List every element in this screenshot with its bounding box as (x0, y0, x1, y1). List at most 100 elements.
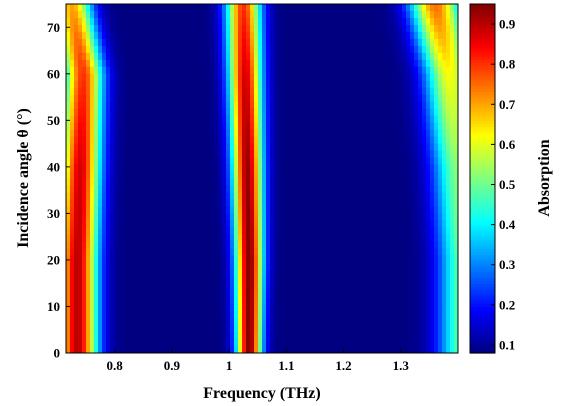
heatmap-cell (214, 24, 219, 33)
heatmap-cell (310, 332, 315, 340)
heatmap-cell (282, 220, 287, 228)
heatmap-cell (122, 136, 127, 145)
heatmap-cell (214, 227, 219, 235)
heatmap-cell (326, 248, 331, 256)
heatmap-cell (322, 129, 327, 138)
heatmap-cell (194, 213, 199, 221)
heatmap-cell (94, 87, 99, 96)
heatmap-cell (358, 87, 363, 96)
heatmap-cell (426, 73, 431, 82)
heatmap-cell (266, 150, 271, 159)
heatmap-cell (174, 10, 179, 19)
heatmap-cell (294, 45, 299, 54)
heatmap-cell (142, 143, 147, 152)
heatmap-cell (162, 346, 167, 353)
heatmap-cell (230, 171, 235, 180)
heatmap-cell (78, 94, 83, 103)
heatmap-cell (250, 269, 255, 277)
heatmap-cell (234, 311, 239, 319)
heatmap-cell (138, 129, 143, 138)
heatmap-cell (378, 220, 383, 228)
heatmap-cell (454, 143, 458, 152)
heatmap-cell (442, 346, 447, 353)
heatmap-cell (426, 311, 431, 319)
heatmap-cell (282, 171, 287, 180)
heatmap-cell (414, 143, 419, 152)
heatmap-cell (286, 129, 291, 138)
heatmap-cell (214, 150, 219, 159)
heatmap-cell (114, 346, 119, 353)
heatmap-cell (154, 220, 159, 228)
heatmap-cell (162, 10, 167, 19)
heatmap-cell (210, 122, 215, 131)
heatmap-cell (298, 94, 303, 103)
heatmap-cell (294, 178, 299, 187)
heatmap-cell (402, 346, 407, 353)
heatmap-cell (282, 283, 287, 291)
heatmap-cell (418, 143, 423, 152)
heatmap-cell (126, 220, 131, 228)
heatmap-cell (102, 276, 107, 284)
heatmap-cell (102, 24, 107, 33)
heatmap-cell (382, 164, 387, 173)
heatmap-cell (390, 332, 395, 340)
heatmap-cell (306, 17, 311, 26)
heatmap-cell (142, 206, 147, 214)
heatmap-cell (450, 171, 455, 180)
heatmap-cell (246, 290, 251, 298)
heatmap-cell (434, 325, 439, 333)
heatmap-cell (346, 59, 351, 68)
heatmap-cell (194, 157, 199, 166)
heatmap-cell (310, 4, 315, 12)
heatmap-cell (442, 220, 447, 228)
heatmap-cell (170, 269, 175, 277)
heatmap-cell (226, 255, 231, 263)
heatmap-cell (134, 4, 139, 12)
heatmap-cell (222, 283, 227, 291)
heatmap-cell (270, 290, 275, 298)
heatmap-cell (242, 66, 247, 75)
heatmap-cell (326, 241, 331, 249)
heatmap-cell (238, 234, 243, 242)
heatmap-cell (354, 80, 359, 89)
heatmap-cell (130, 269, 135, 277)
heatmap-cell (442, 339, 447, 347)
heatmap-cell (398, 304, 403, 312)
heatmap-cell (446, 94, 451, 103)
heatmap-cell (190, 10, 195, 19)
heatmap-cell (70, 94, 75, 103)
heatmap-cell (118, 276, 123, 284)
heatmap-cell (78, 297, 83, 305)
heatmap-cell (226, 269, 231, 277)
heatmap-cell (302, 248, 307, 256)
heatmap-cell (130, 255, 135, 263)
heatmap-cell (66, 255, 71, 263)
heatmap-cell (286, 192, 291, 201)
heatmap-cell (350, 150, 355, 159)
heatmap-cell (106, 234, 111, 242)
heatmap-cell (430, 234, 435, 242)
heatmap-cell (206, 59, 211, 68)
heatmap-cell (106, 87, 111, 96)
heatmap-cell (358, 206, 363, 214)
heatmap-cell (398, 115, 403, 124)
heatmap-cell (394, 171, 399, 180)
heatmap-cell (166, 115, 171, 124)
heatmap-cell (314, 213, 319, 221)
heatmap-cell (314, 171, 319, 180)
heatmap-cell (322, 304, 327, 312)
heatmap-cell (354, 206, 359, 214)
heatmap-cell (430, 283, 435, 291)
heatmap-cell (230, 262, 235, 270)
heatmap-cell (326, 220, 331, 228)
heatmap-cell (218, 80, 223, 89)
heatmap-cell (382, 304, 387, 312)
heatmap-cell (402, 339, 407, 347)
heatmap-cell (138, 178, 143, 187)
colorbar-segment (470, 190, 495, 194)
heatmap-cell (294, 136, 299, 145)
heatmap-cell (86, 248, 91, 256)
heatmap-cell (146, 31, 151, 40)
heatmap-cell (142, 150, 147, 159)
heatmap-cell (290, 143, 295, 152)
